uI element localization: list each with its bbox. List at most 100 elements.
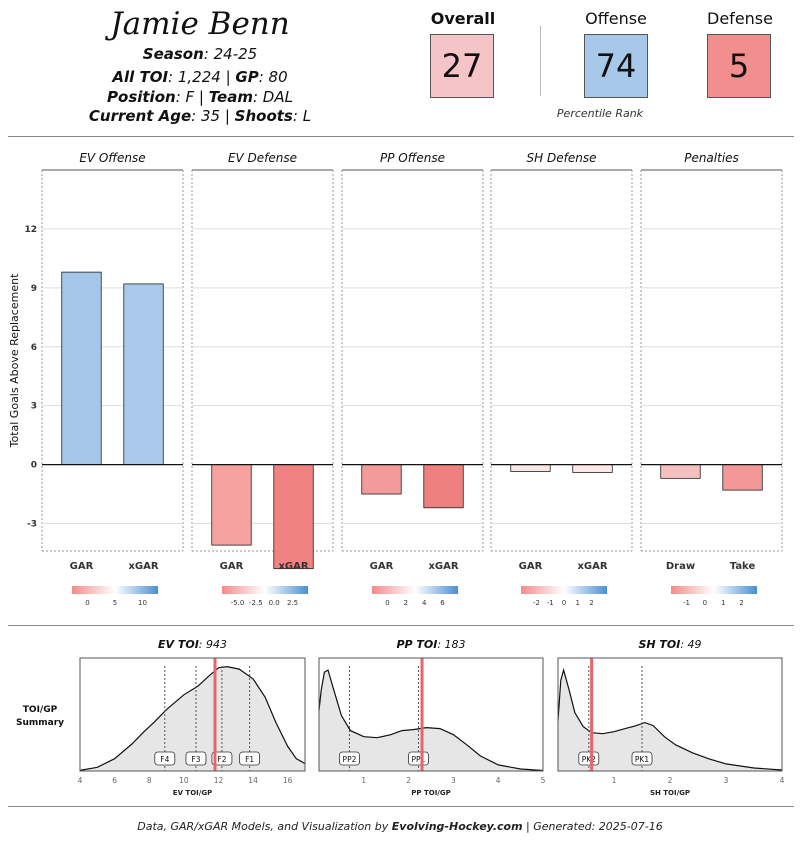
y-tick-label: 0: [31, 461, 37, 471]
overall-rank-label: Overall: [430, 9, 496, 28]
offense-rank-box: 74: [584, 34, 648, 98]
legend-tick: 4: [422, 599, 427, 607]
panel-ev-offense: EV Offense GAR xGAR 0 5 10: [41, 151, 184, 607]
bar-gar: [361, 464, 402, 495]
density-title-value: : 943: [199, 638, 227, 651]
y-tick-label: -3: [27, 520, 37, 530]
density-x-tick: 2: [668, 776, 673, 785]
percentile-rank-caption: Percentile Rank: [556, 107, 644, 120]
player-name: Jamie Benn: [110, 6, 290, 42]
bar-take: [722, 464, 763, 491]
x-tick-label: GAR: [220, 561, 244, 572]
legend-tick: -5.0: [231, 599, 245, 607]
density-x-tick: 4: [780, 776, 785, 785]
legend-colorbar: [372, 586, 458, 594]
player-toi-line: [590, 658, 594, 771]
density-frame: [79, 657, 306, 772]
footer-credit: Data, GAR/xGAR Models, and Visualization…: [0, 820, 800, 833]
legend-tick: -1: [683, 599, 690, 607]
defense-rank-label: Defense: [707, 9, 773, 28]
tier-marker-box: [631, 751, 653, 766]
density-x-label: EV TOI/GP: [173, 789, 212, 797]
legend-colorbar: [521, 586, 607, 594]
density-panel-sh-toi: SH TOI: 49 PK2 PK1 1 2 3 4 SH TOI/GP: [557, 638, 785, 797]
density-curve: [79, 665, 306, 771]
density-area: [319, 670, 543, 771]
toi-value: : 1,224 |: [168, 68, 236, 86]
tier-marker-label: F2: [217, 755, 226, 764]
x-tick-label: xGAR: [278, 561, 308, 572]
position-value: : F |: [175, 88, 209, 106]
legend-tick: -2: [533, 599, 540, 607]
panel-title: PP Offense: [380, 151, 445, 165]
tier-marker-label: PP1: [412, 755, 426, 764]
x-tick-label: xGAR: [428, 561, 458, 572]
panel-title: SH Defense: [527, 151, 597, 165]
x-tick-label: xGAR: [577, 561, 607, 572]
team-label: Team: [208, 88, 253, 106]
density-frame: [557, 657, 783, 772]
gp-value: : 80: [258, 68, 288, 86]
season-value: : 24-25: [203, 45, 258, 63]
tier-marker-box: [185, 751, 207, 766]
footer-prefix: Data, GAR/xGAR Models, and Visualization…: [137, 820, 392, 833]
shoots-value: : L: [292, 107, 312, 125]
middle-divider: [8, 625, 794, 626]
side-label-toi-gp: TOI/GP: [23, 705, 58, 715]
footer-suffix: | Generated: 2025-07-16: [522, 820, 663, 833]
legend-tick: 0.0: [269, 599, 280, 607]
position-team-line: Position: F | Team: DAL: [50, 88, 350, 106]
bar-gar: [510, 464, 551, 472]
panel-pp-offense: PP Offense GAR xGAR 0 2 4 6: [341, 151, 484, 607]
x-tick-label: GAR: [70, 561, 94, 572]
density-x-tick: 12: [214, 776, 224, 785]
x-tick-label: GAR: [519, 561, 543, 572]
density-panel-ev-toi: EV TOI: 943 F4 F3 F2 F1 4 6 8 10 12 14 16 EV TOI/GP: [78, 638, 306, 797]
density-title-value: : 49: [680, 638, 701, 651]
y-tick-label: 12: [24, 225, 37, 235]
density-title-label: SH TOI: [638, 638, 680, 651]
overall-rank-box: 27: [430, 34, 494, 98]
age-value: : 35 |: [191, 107, 235, 125]
toi-label: All TOI: [112, 68, 169, 86]
density-x-tick: 4: [78, 776, 83, 785]
density-frame: [318, 657, 544, 772]
density-x-label: PP TOI/GP: [411, 789, 450, 797]
density-title: SH TOI: 49: [638, 638, 701, 651]
shoots-label: Shoots: [234, 107, 293, 125]
panel-title: Penalties: [684, 151, 739, 165]
tier-marker-box: [578, 751, 600, 766]
density-x-tick: 3: [451, 776, 456, 785]
tier-marker-box: [339, 751, 360, 766]
tier-marker-label: F1: [245, 755, 254, 764]
player-toi-line: [420, 658, 424, 771]
legend-colorbar: [222, 586, 308, 594]
bar-gar: [211, 464, 252, 546]
density-curve: [557, 667, 783, 771]
bar-xgar: [423, 464, 464, 509]
legend-tick: 2.5: [287, 599, 298, 607]
age-shoots-line: Current Age: 35 | Shoots: L: [50, 107, 350, 125]
footer-brand: Evolving-Hockey.com: [391, 820, 523, 833]
y-tick-label: 3: [31, 402, 37, 412]
density-title-label: PP TOI: [396, 638, 437, 651]
panel-ev-defense: EV Defense GAR xGAR -5.0 -2.5 0.0 2.5: [191, 151, 334, 607]
gar-bar-chart: Total Goals Above Replacement-3036912EV …: [8, 151, 783, 607]
density-x-tick: 5: [541, 776, 546, 785]
header-divider: [8, 136, 794, 137]
density-x-tick: 10: [179, 776, 189, 785]
density-x-tick: 2: [406, 776, 411, 785]
legend-tick: -2.5: [249, 599, 263, 607]
density-area: [80, 666, 305, 771]
x-tick-label: Draw: [666, 561, 695, 572]
footer-divider: [8, 806, 794, 807]
density-x-tick: 3: [724, 776, 729, 785]
legend-tick: 6: [440, 599, 445, 607]
tier-marker-box: [239, 751, 261, 766]
density-curve: [318, 669, 544, 772]
y-tick-label: 6: [31, 343, 37, 353]
bar-xgar: [572, 464, 613, 473]
density-panel-pp-toi: PP TOI: 183 PP2 PP1 1 2 3 4 5 PP TOI/GP: [318, 638, 546, 797]
